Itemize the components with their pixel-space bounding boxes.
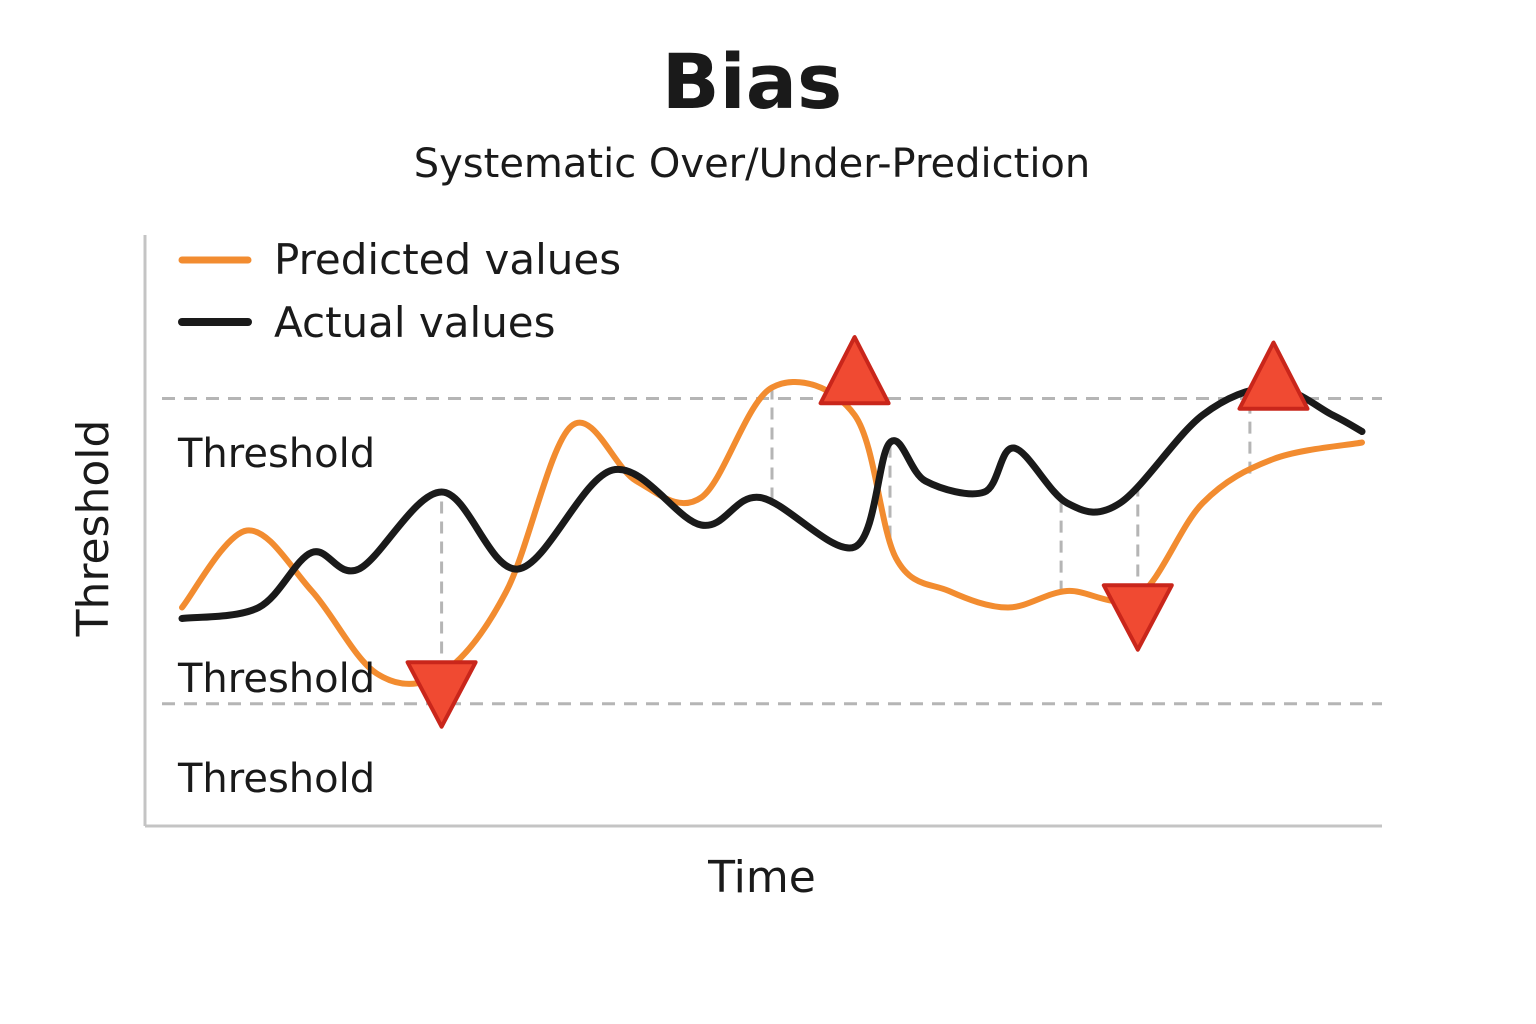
threshold-label-upper: Threshold (177, 431, 375, 477)
chart-title: Bias (662, 37, 843, 126)
legend-label-predicted: Predicted values (274, 235, 621, 284)
x-axis-label: Time (707, 852, 816, 903)
threshold-label-lower: Threshold (177, 756, 375, 802)
legend: Predicted values Actual values (178, 235, 621, 347)
legend-label-actual: Actual values (274, 298, 556, 347)
y-axis-label: Threshold (68, 420, 119, 638)
over-prediction-marker-1 (818, 335, 891, 406)
plot-area (143, 235, 1382, 828)
under-prediction-marker-2 (1101, 583, 1174, 652)
actual-values-line (178, 384, 1366, 622)
under-prediction-marker-0 (405, 660, 478, 729)
over-prediction-marker-3 (1237, 340, 1310, 411)
threshold-label-middle: Threshold (177, 656, 375, 702)
chart-subtitle: Systematic Over/Under-Prediction (414, 141, 1091, 187)
